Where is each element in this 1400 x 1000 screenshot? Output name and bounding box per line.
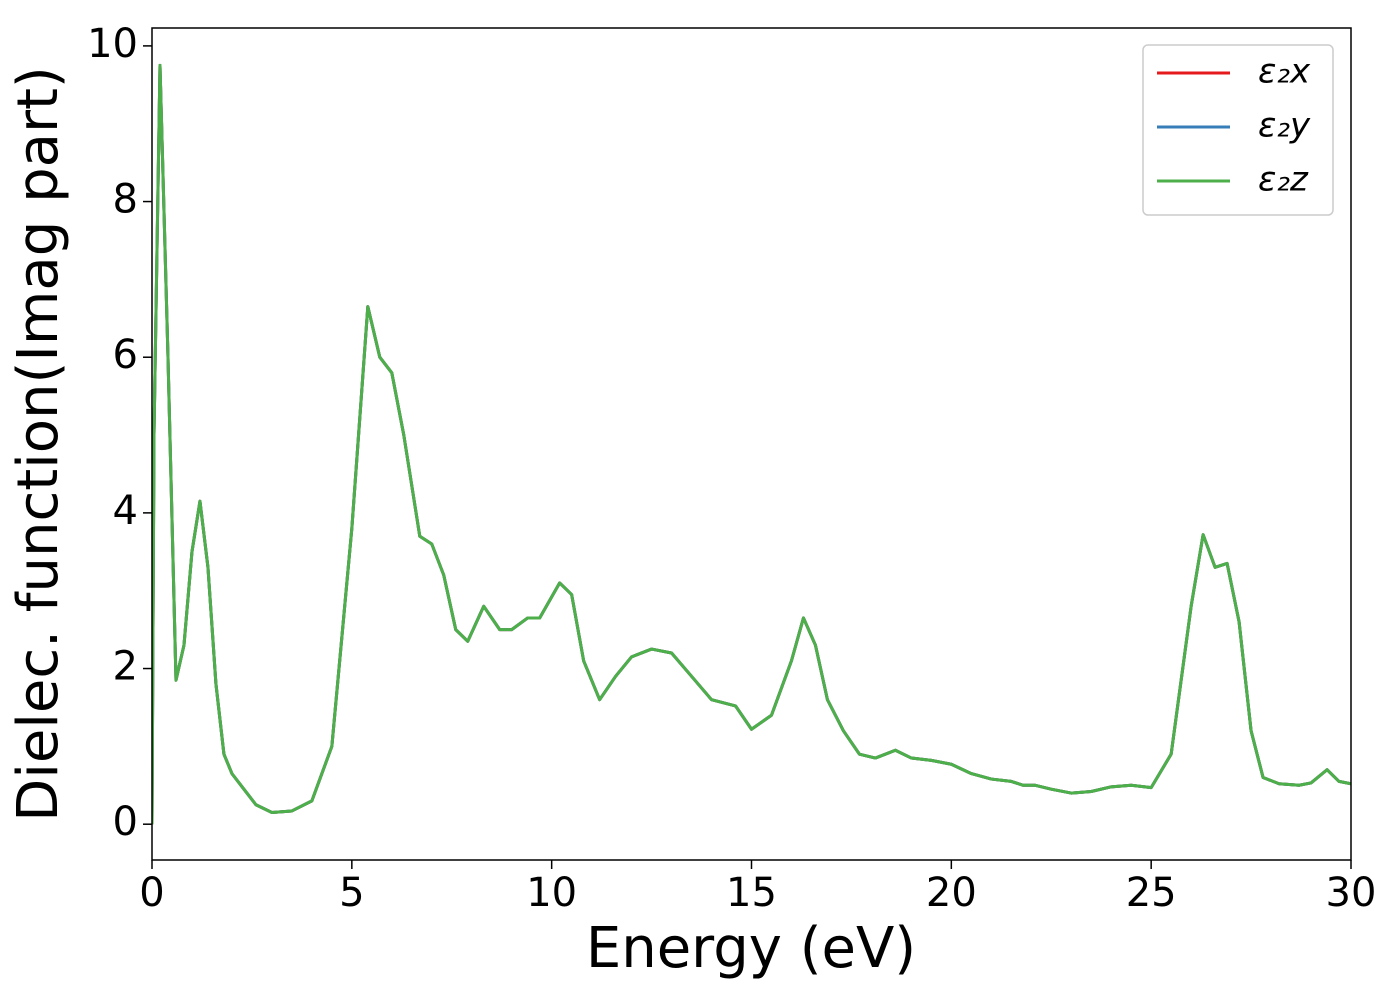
legend-box (1142, 44, 1334, 216)
y-tick-label: 2 (113, 644, 138, 690)
data-line (152, 63, 1351, 825)
x-tick-label: 25 (1126, 870, 1177, 916)
x-axis-label: Energy (eV) (586, 916, 916, 981)
x-tick-label: 0 (139, 870, 164, 916)
legend-label: ε₂z (1258, 160, 1309, 200)
x-tick-label: 30 (1326, 870, 1377, 916)
x-tick-label: 10 (526, 870, 577, 916)
legend-label: ε₂x (1258, 52, 1311, 92)
y-tick-label: 0 (113, 799, 138, 845)
y-tick-label: 8 (113, 177, 138, 223)
plot-frame (151, 27, 1352, 861)
y-tick-label: 6 (113, 332, 138, 378)
y-tick-label: 10 (87, 21, 138, 67)
legend-label: ε₂y (1258, 106, 1311, 146)
x-tick-label: 20 (926, 870, 977, 916)
y-axis-label: Dielec. function(Imag part) (6, 66, 71, 822)
x-tick-label: 5 (339, 870, 364, 916)
y-tick-label: 4 (113, 488, 138, 534)
x-tick-label: 15 (726, 870, 777, 916)
